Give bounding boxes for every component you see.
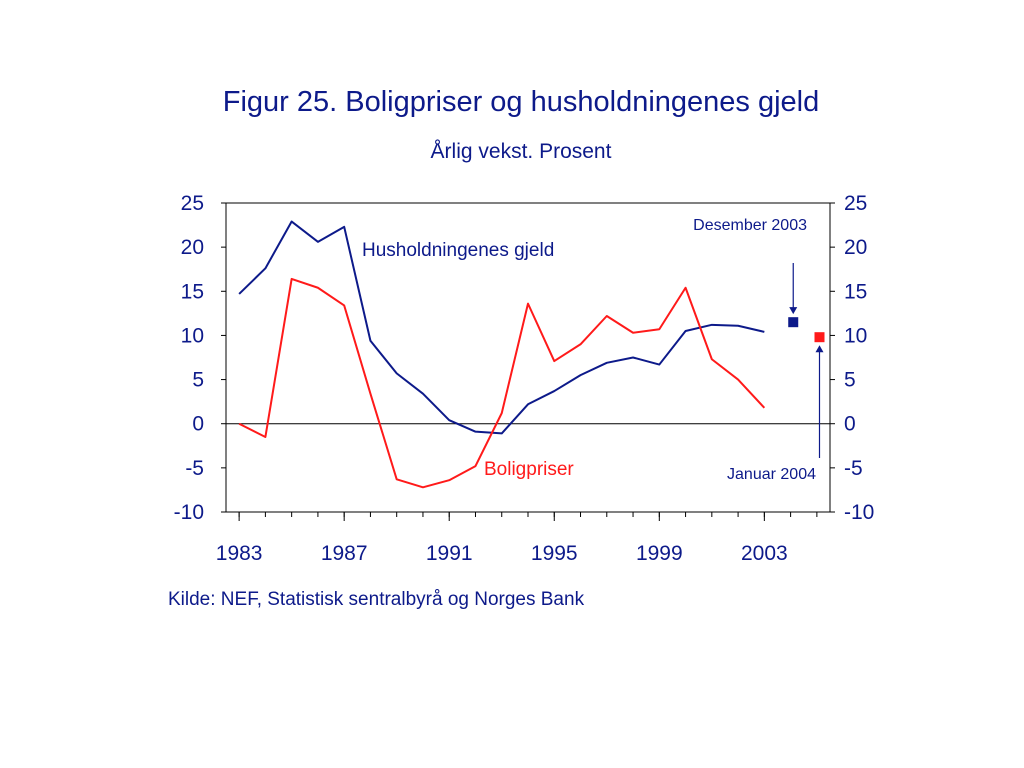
y-tick-label-left: 15 [181,280,204,303]
chart-axes: 25 25 20 20 15 15 10 10 5 5 0 0 -5 -5 -10 -10 1983 1987 19… [174,192,875,565]
y-tick-label-left: -5 [185,457,204,480]
chart-title: Figur 25. Boligpriser og husholdningenes… [222,86,820,118]
y-tick-label-right: 15 [844,280,867,303]
y-tick-label-left: 0 [192,413,204,436]
x-tick-label: 1983 [216,542,263,565]
y-tick-label-right: 5 [844,369,856,392]
x-tick-label: 2003 [741,542,788,565]
annotation-label-desember-2003: Desember 2003 [693,217,807,234]
marker-januar-2004 [814,332,825,343]
x-tick-label: 1987 [321,542,368,565]
chart-source: Kilde: NEF, Statistisk sentralbyrå og No… [168,589,585,610]
chart-series [238,220,766,489]
y-tick-label-left: 10 [181,324,204,347]
y-tick-label-right: 20 [844,236,867,259]
chart-annotations: Husholdningenes gjeld Boligpriser Desember… [362,217,825,483]
y-tick-label-left: 20 [181,236,204,259]
annotation-label-januar-2004: Januar 2004 [727,466,816,483]
series-line-boligpriser [238,277,766,489]
arrowhead-up-icon [815,345,824,353]
arrowhead-down-icon [789,307,798,315]
x-tick-label: 1995 [531,542,578,565]
series-label-boligpriser: Boligpriser [484,459,574,480]
y-tick-label-right: 25 [844,192,867,215]
y-tick-label-left: 5 [192,369,204,392]
series-line-husholdningenes-gjeld [238,220,765,435]
x-tick-label: 1991 [426,542,473,565]
y-tick-label-right: 10 [844,324,867,347]
y-tick-label-left: 25 [181,192,204,215]
x-tick-label: 1999 [636,542,683,565]
y-tick-label-right: -10 [844,501,874,524]
marker-desember-2003 [788,317,799,328]
y-tick-label-right: -5 [844,457,863,480]
y-tick-label-left: -10 [174,501,204,524]
y-tick-label-right: 0 [844,413,856,436]
chart-subtitle: Årlig vekst. Prosent [430,140,612,163]
series-label-husholdningenes-gjeld: Husholdningenes gjeld [362,240,554,261]
